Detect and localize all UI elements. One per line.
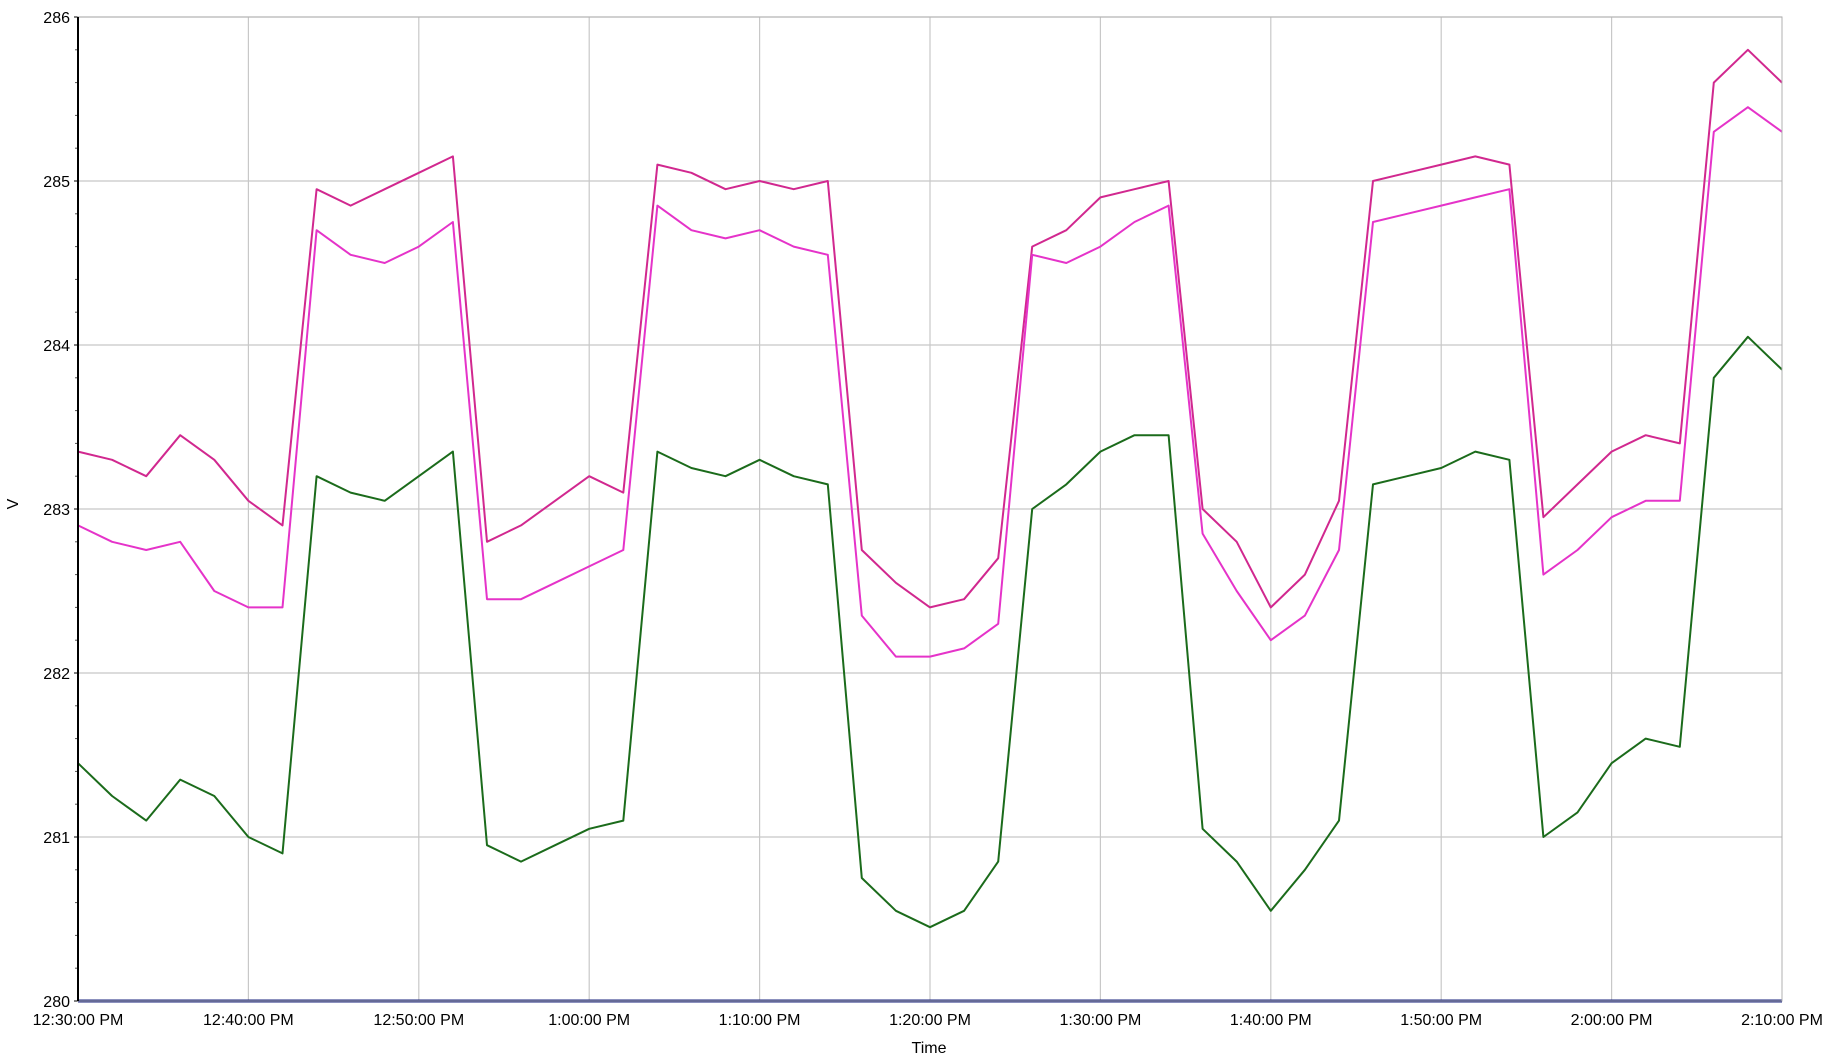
x-tick-label: 1:00:00 PM <box>548 1012 630 1029</box>
series-line-3 <box>77 335 1783 929</box>
y-tick-label: 280 <box>43 994 70 1011</box>
y-tick-label: 283 <box>43 502 70 519</box>
series-line-2 <box>77 106 1783 658</box>
x-tick-label: 1:50:00 PM <box>1400 1012 1482 1029</box>
series-line-1 <box>77 48 1783 609</box>
axes <box>74 16 1783 1002</box>
x-tick-label: 1:20:00 PM <box>889 1012 971 1029</box>
y-tick-label: 284 <box>43 338 70 355</box>
x-tick-label: 12:40:00 PM <box>203 1012 294 1029</box>
y-tick-labels: 280 281 282 283 284 285 286 <box>43 10 70 1011</box>
x-tick-label: 2:00:00 PM <box>1571 1012 1653 1029</box>
x-tick-label: 1:30:00 PM <box>1059 1012 1141 1029</box>
x-tick-label: 1:10:00 PM <box>719 1012 801 1029</box>
x-tick-label: 12:30:00 PM <box>33 1012 124 1029</box>
y-tick-label: 281 <box>43 830 70 847</box>
y-tick-label: 282 <box>43 666 70 683</box>
y-axis-label: V <box>5 498 22 509</box>
y-tick-label: 286 <box>43 10 70 27</box>
x-axis-label: Time <box>912 1040 947 1054</box>
x-tick-label: 1:40:00 PM <box>1230 1012 1312 1029</box>
x-tick-label: 2:10:00 PM <box>1741 1012 1823 1029</box>
grid-lines <box>78 16 1782 1001</box>
x-tick-label: 12:50:00 PM <box>373 1012 464 1029</box>
y-tick-label: 285 <box>43 174 70 191</box>
x-tick-labels: 12:30:00 PM 12:40:00 PM 12:50:00 PM 1:00:00… <box>33 1012 1823 1029</box>
